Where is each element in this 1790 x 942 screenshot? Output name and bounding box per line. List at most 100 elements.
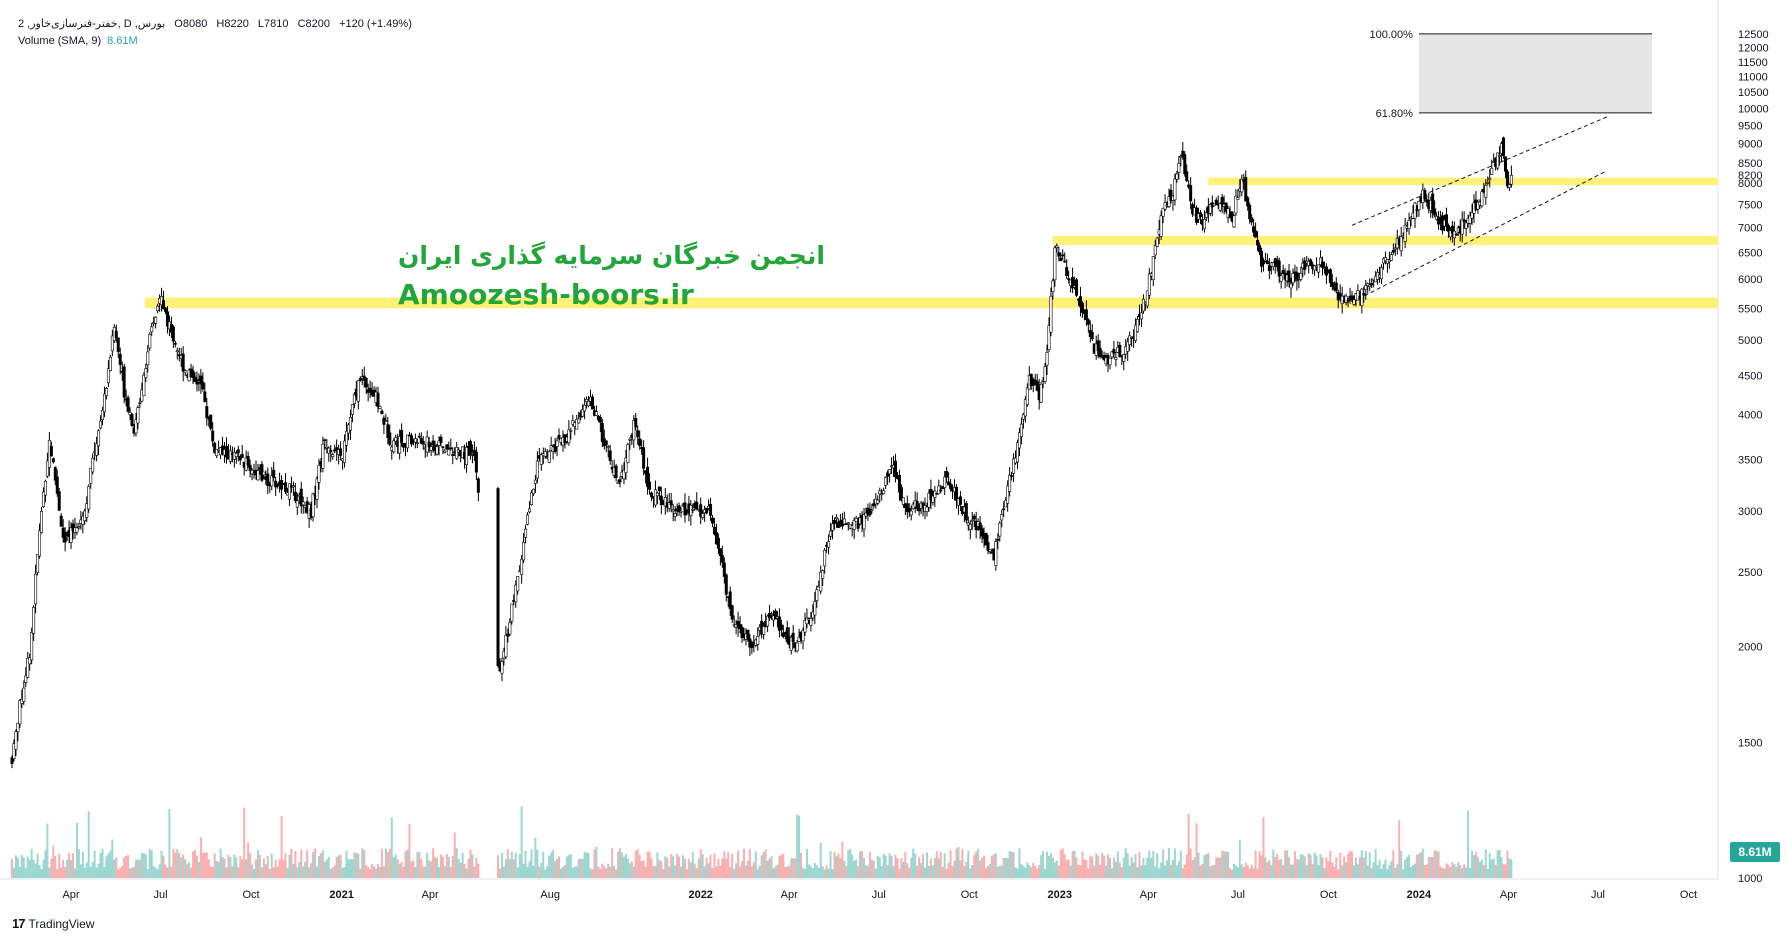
candle-body (1008, 474, 1012, 492)
candle-body (1498, 155, 1502, 157)
volume-bar (432, 848, 435, 878)
volume-bar (863, 858, 866, 878)
candle-body (882, 490, 886, 495)
candle-body (394, 437, 398, 442)
volume-bar (717, 858, 720, 878)
high-value: 8220 (224, 18, 249, 30)
candle-body (945, 471, 949, 478)
time-tick-label: Oct (243, 889, 260, 901)
candle-body (1462, 219, 1466, 222)
symbol-title[interactable]: 2 ,خفتر-فنرسازی‌خاور, D ,بورس (18, 18, 166, 30)
candle-body (114, 330, 118, 338)
candle-body (234, 453, 238, 457)
volume-bar (538, 866, 541, 878)
volume-bar (233, 854, 236, 878)
candle-body (954, 486, 958, 501)
volume-bar (1286, 850, 1289, 878)
volume-bar (1244, 862, 1247, 878)
volume-bar (317, 855, 320, 878)
candle-body (1159, 215, 1163, 237)
candle-body (1019, 423, 1023, 438)
volume-bar (1494, 864, 1497, 878)
candle-body (522, 542, 526, 561)
brand-name: TradingView (28, 916, 95, 931)
candle-body (1368, 284, 1372, 287)
volume-bar (71, 853, 74, 878)
volume-bar (1230, 869, 1233, 878)
candle-body (809, 618, 813, 626)
volume-bar (1205, 853, 1208, 878)
volume-bar (1476, 856, 1479, 878)
candle-body (321, 443, 325, 469)
volume-bar (510, 851, 513, 878)
candle-body (606, 446, 610, 448)
volume-bar (955, 848, 958, 878)
candle-body (1045, 352, 1049, 366)
volume-bar (764, 849, 767, 878)
candle-body (1043, 366, 1047, 382)
candle-body (57, 491, 61, 511)
candle-body (797, 636, 801, 642)
volume-bar (620, 852, 623, 878)
price-tick-label: 5500 (1738, 303, 1762, 315)
candle-body (699, 504, 703, 517)
volume-bar (683, 858, 686, 878)
candle-body (1250, 217, 1254, 223)
volume-bar (471, 854, 474, 878)
volume-indicator-label[interactable]: Volume (SMA, 9) (18, 35, 102, 47)
volume-bar (1339, 852, 1342, 878)
volume-bar (613, 865, 616, 878)
volume-bar (780, 854, 783, 878)
chart-legend: 2 ,خفتر-فنرسازی‌خاور, D ,بورس O8080 H822… (18, 16, 412, 50)
volume-bar (634, 850, 637, 878)
volume-bar (1146, 857, 1149, 878)
volume-bar (630, 861, 633, 878)
volume-bar (524, 850, 527, 878)
volume-bar (715, 866, 718, 878)
volume-bar (83, 867, 86, 878)
volume-bar (1221, 850, 1224, 878)
volume-bar (914, 853, 917, 878)
change-value: +120 (+1.49%) (339, 18, 412, 30)
volume-bar (371, 863, 374, 878)
volume-bar (693, 863, 696, 878)
volume-bar (158, 864, 161, 878)
footer-brand[interactable]: 17 TradingView (12, 916, 95, 931)
candle-body (1134, 324, 1138, 341)
candle-body (476, 478, 480, 493)
candle-body (1021, 414, 1025, 420)
volume-bar (447, 856, 450, 878)
volume-bar (129, 868, 132, 878)
volume-bar (809, 866, 812, 878)
price-tick-label: 4000 (1738, 410, 1762, 422)
volume-bar (518, 854, 521, 878)
volume-bar (579, 858, 582, 878)
candle-body (1232, 215, 1236, 228)
candle-body (136, 407, 140, 424)
watermark-persian: انجمن خبرگان سرمایه گذاری ایران (398, 241, 825, 270)
candle-body (413, 438, 417, 443)
volume-bar (321, 850, 324, 878)
volume-bar (853, 860, 856, 878)
volume-bar (1004, 857, 1007, 878)
volume-bar (1097, 855, 1100, 878)
volume-bar (902, 862, 905, 878)
candle-body (1004, 499, 1008, 508)
time-tick-label: Jul (154, 889, 168, 901)
volume-bar (1203, 855, 1206, 878)
volume-bar (166, 867, 169, 878)
candle-body (712, 526, 716, 535)
open-value: 8080 (182, 18, 208, 30)
volume-bar (1398, 820, 1401, 878)
volume-bar (1288, 857, 1291, 878)
candle-body (880, 493, 884, 495)
volume-bar (1439, 866, 1442, 878)
volume-bar (1116, 851, 1119, 878)
candle-body (1364, 285, 1368, 290)
volume-bar (1063, 854, 1066, 878)
volume-bar (64, 866, 67, 878)
volume-bar (849, 848, 852, 878)
volume-bar (1488, 853, 1491, 878)
volume-bar (1227, 851, 1230, 878)
